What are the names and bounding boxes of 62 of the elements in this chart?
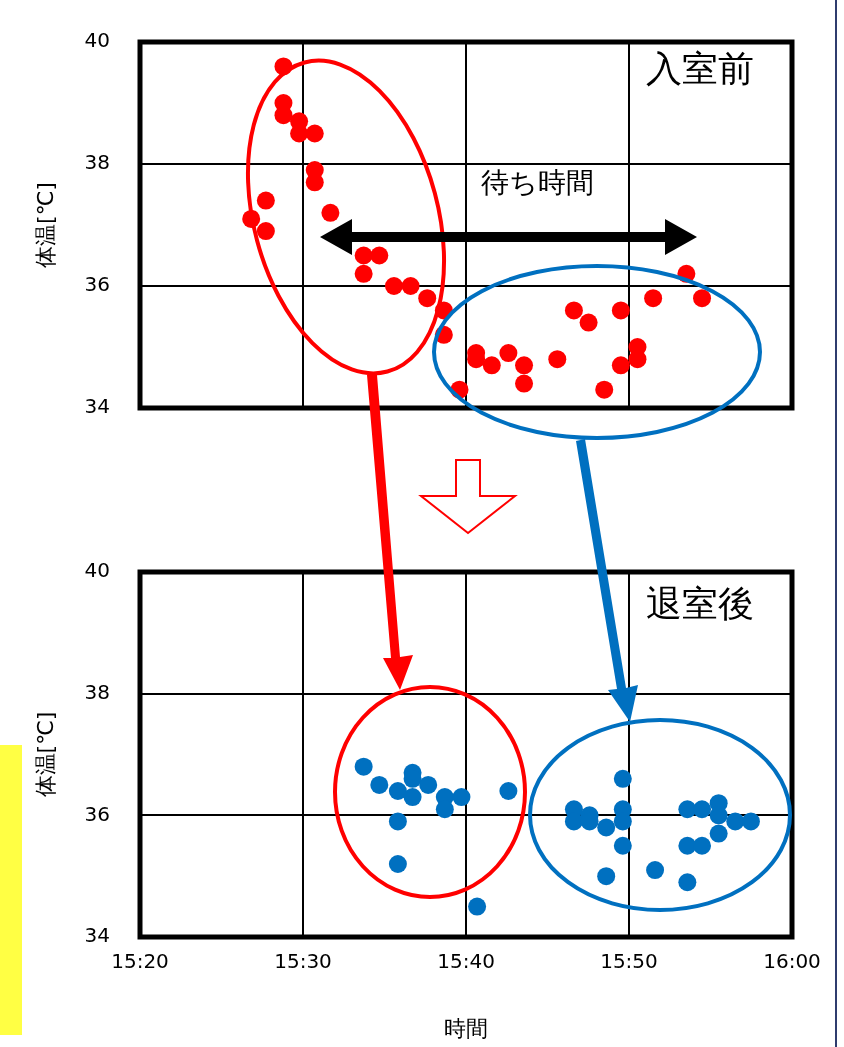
point bbox=[403, 788, 422, 807]
point bbox=[726, 812, 745, 831]
point bbox=[305, 124, 324, 143]
point bbox=[388, 812, 407, 831]
point bbox=[388, 782, 407, 800]
point bbox=[256, 191, 275, 210]
x-axis-title: 時間 bbox=[444, 1015, 488, 1041]
point bbox=[388, 855, 407, 873]
point bbox=[354, 264, 373, 283]
point bbox=[611, 301, 630, 320]
y-tick-label: 40 bbox=[84, 558, 110, 583]
x-tick-label: 15:50 bbox=[600, 949, 658, 974]
y-axis-title: 体温[℃] bbox=[32, 711, 58, 798]
x-tick-label: 15:40 bbox=[437, 949, 495, 974]
point bbox=[499, 782, 518, 800]
point bbox=[321, 203, 340, 222]
y-tick-label: 38 bbox=[84, 679, 110, 704]
point bbox=[693, 289, 712, 308]
point bbox=[644, 289, 663, 308]
point bbox=[418, 289, 437, 308]
annotation: 待ち時間 bbox=[480, 166, 594, 200]
y-tick-label: 36 bbox=[84, 272, 110, 297]
x-tick-label: 16:00 bbox=[763, 949, 821, 974]
point bbox=[548, 350, 567, 369]
annotation: 入室前 bbox=[646, 48, 754, 90]
point bbox=[709, 824, 728, 843]
point bbox=[354, 246, 373, 265]
point bbox=[515, 374, 534, 393]
point bbox=[354, 757, 373, 776]
point bbox=[468, 897, 487, 916]
point bbox=[741, 812, 760, 831]
x-tick-label: 15:30 bbox=[274, 949, 332, 974]
point bbox=[384, 277, 403, 295]
y-tick-label: 34 bbox=[84, 923, 110, 948]
point bbox=[401, 277, 420, 295]
point bbox=[597, 818, 616, 837]
point bbox=[499, 344, 518, 363]
point bbox=[564, 301, 583, 320]
point bbox=[693, 836, 712, 855]
point bbox=[370, 246, 389, 265]
y-tick-label: 34 bbox=[84, 394, 110, 419]
point bbox=[613, 836, 632, 855]
point bbox=[595, 380, 614, 399]
x-tick-label: 15:20 bbox=[111, 949, 169, 974]
y-tick-label: 40 bbox=[84, 28, 110, 53]
point bbox=[613, 769, 632, 788]
point bbox=[452, 788, 471, 807]
point bbox=[515, 356, 534, 375]
point bbox=[579, 313, 598, 332]
point bbox=[482, 356, 501, 375]
point bbox=[370, 775, 389, 794]
point bbox=[419, 775, 438, 794]
y-tick-label: 38 bbox=[84, 150, 110, 175]
y-axis-title: 体温[℃] bbox=[32, 182, 58, 268]
point bbox=[693, 800, 712, 819]
point bbox=[646, 861, 665, 880]
y-tick-label: 36 bbox=[84, 801, 110, 826]
annotation: 退室後 bbox=[646, 583, 754, 625]
point bbox=[256, 222, 275, 241]
point bbox=[611, 356, 630, 375]
point bbox=[597, 867, 616, 886]
point bbox=[678, 873, 697, 892]
